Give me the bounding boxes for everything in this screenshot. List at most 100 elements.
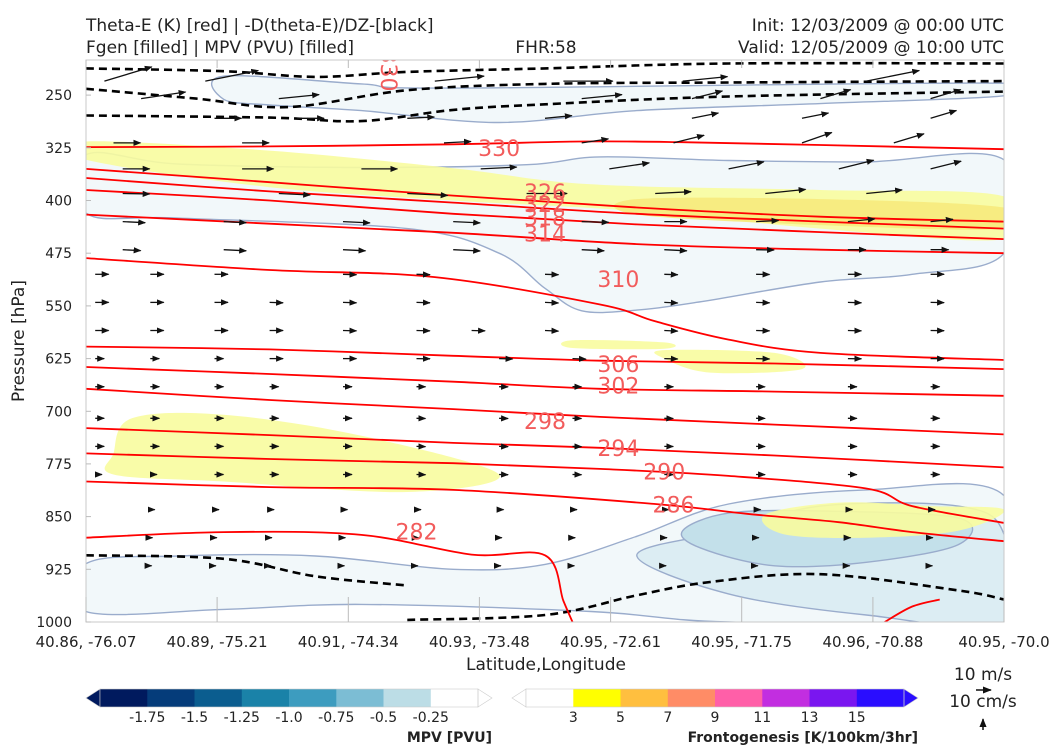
wind-vector-3-5 (691, 111, 720, 119)
x-tick-label-1: 40.86, -76.07 (36, 633, 137, 651)
mpv-colorbar-extend-low (85, 688, 101, 708)
fgen-colorbar-swatch-1 (526, 689, 574, 707)
wind-vector-7-2 (223, 219, 247, 226)
theta-e-contour-290-11 (86, 452, 1004, 524)
mpv-colorbar-extend-high (477, 688, 493, 708)
mpv-region-1 (210, 75, 1004, 124)
theta-e-label-318-5: 318 (524, 206, 566, 231)
wind-vector-7-4 (453, 219, 481, 226)
wind-vector-3-7 (930, 109, 958, 119)
mpv-colorbar-swatch-3 (194, 689, 243, 707)
fgen-region-3 (561, 340, 676, 350)
valid-time: Valid: 12/05/2009 @ 10:00 UTC (738, 38, 1004, 58)
fgen-colorbar-swatch-5 (715, 689, 763, 707)
x-tick-label-3: 40.91, -74.34 (298, 633, 399, 651)
wind-vector-8-4 (453, 247, 481, 254)
fgen-colorbar-extend-low (511, 688, 527, 708)
theta-e-contour-306-7 (86, 345, 1004, 370)
fgen-colorbar-swatch-6 (762, 689, 811, 707)
mpv-colorbar-tick-4: -1.0 (275, 710, 302, 726)
fgen-colorbar-tick-7: 15 (848, 710, 866, 726)
y-tick-label-850: 850 (45, 510, 72, 526)
theta-e-label-322-4: 322 (524, 193, 566, 218)
wind-vector-4-5 (673, 133, 705, 144)
mpv-colorbar: -1.75 -1.5 -1.25 -1.0 -0.75 -0.5 -0.25 (85, 688, 493, 726)
reference-vectors: 10 m/s 10 cm/s (949, 665, 1017, 730)
wind-vector-2-4 (691, 89, 724, 100)
wind-vector-1-1 (104, 65, 153, 82)
init-time: Init: 12/03/2009 @ 00:00 UTC (752, 16, 1004, 36)
fgen-colorbar-swatch-4 (667, 689, 716, 707)
mpv-colorbar-tick-1: -1.75 (129, 710, 165, 726)
mpv-colorbar-swatch-5 (289, 689, 337, 707)
mpv-colorbar-tick-5: -0.75 (318, 710, 354, 726)
theta-e-label-302-9: 302 (597, 374, 639, 399)
theta-e-contour-282-13 (86, 530, 574, 622)
wind-vector-7-1 (122, 219, 146, 226)
mpv-colorbar-swatch-4 (241, 689, 290, 707)
wind-vector-6-1 (122, 190, 151, 197)
y-tick-label-550: 550 (45, 299, 72, 315)
mpv-colorbar-swatch-8 (430, 689, 479, 707)
y-tick-label-250: 250 (45, 88, 72, 104)
x-tick-label-8: 40.95, -70.0 (958, 633, 1049, 651)
wind-vector-2-5 (820, 88, 852, 100)
dtheta-dz-contour-1 (86, 61, 1004, 79)
wind-vector-1-6 (866, 68, 921, 82)
wind-vector-12-8 (572, 355, 587, 362)
fgen-colorbar-swatch-8 (856, 689, 905, 707)
y-tick-label-775: 775 (45, 457, 72, 473)
theta-e-contour-labels: 3303303263223183143103063022982942902862… (375, 60, 695, 545)
wind-vector-2-1 (141, 89, 187, 100)
wind-vector-11-8 (544, 327, 560, 334)
mpv-colorbar-swatch-7 (383, 689, 432, 707)
wind-vector-4-7 (893, 132, 925, 144)
wind-vector-11-9 (664, 327, 679, 334)
fgen-colorbar-tick-6: 13 (801, 710, 819, 726)
wind-vector-6-3 (407, 192, 449, 199)
theta-e-label-310-7: 310 (597, 268, 639, 293)
ref-vector-horizontal-label: 10 m/s (954, 665, 1012, 685)
y-tick-label-1000: 1000 (36, 615, 72, 631)
wind-vector-10-8 (664, 299, 679, 306)
theta-e-contour-326-2 (86, 168, 1004, 223)
x-tick-label-6: 40.95, -71.75 (691, 633, 792, 651)
wind-vector-6-6 (765, 187, 807, 195)
wind-vector-1-2 (205, 68, 260, 82)
theta-e-contour-302-8 (86, 366, 1004, 397)
y-tick-label-325: 325 (45, 141, 72, 157)
wind-vector-2-3 (581, 92, 623, 100)
fgen-colorbar-extend-high (903, 688, 919, 708)
dtheta-dz-contours (86, 61, 1004, 622)
wind-vector-10-7 (544, 299, 560, 306)
theta-e-label-282-14: 282 (396, 520, 438, 545)
mpv-colorbar-tick-6: -0.5 (370, 710, 397, 726)
fgen-colorbar: 3 5 7 9 11 13 15 (511, 688, 919, 726)
wind-vector-4-4 (581, 136, 610, 144)
theta-e-label-294-11: 294 (597, 437, 639, 462)
axis-ticks (85, 60, 1005, 623)
y-tick-label-475: 475 (45, 246, 72, 262)
x-tick-label-7: 40.96, -70.88 (822, 633, 923, 651)
wind-vector-5-8 (930, 159, 962, 170)
ref-vector-vertical-label: 10 cm/s (949, 692, 1017, 712)
wind-vector-7-9 (930, 216, 954, 224)
fgen-colorbar-swatch-7 (809, 689, 858, 707)
wind-vector-6-5 (655, 188, 692, 196)
x-axis-tick-labels: 40.86, -76.07 40.89, -75.21 40.91, -74.34 4… (36, 633, 1050, 651)
header: Theta-E (K) [red] | -D(theta-E)/DZ-[blac… (85, 16, 1004, 58)
fgen-colorbar-tick-1: 3 (569, 710, 578, 726)
theta-e-contour-282-14 (884, 598, 940, 622)
dtheta-dz-contour-5 (407, 572, 1004, 622)
theta-e-label-306-8: 306 (597, 353, 639, 378)
mpv-colorbar-tick-3: -1.25 (224, 710, 260, 726)
fgen-colorbar-label: Frontogenesis [K/100km/3hr] (688, 730, 918, 746)
theta-e-label-326-3: 326 (524, 181, 566, 206)
title-left-line-1: Theta-E (K) [red] | -D(theta-E)/DZ-[blac… (85, 16, 434, 36)
wind-vectors (94, 65, 962, 569)
y-axis-label: Pressure [hPa] (9, 280, 29, 402)
y-tick-label-400: 400 (45, 194, 72, 210)
y-axis-tick-labels: 250 325 400 475 550 625 700 775 850 925 1000 (36, 88, 72, 631)
wind-vector-5-5 (609, 160, 651, 170)
